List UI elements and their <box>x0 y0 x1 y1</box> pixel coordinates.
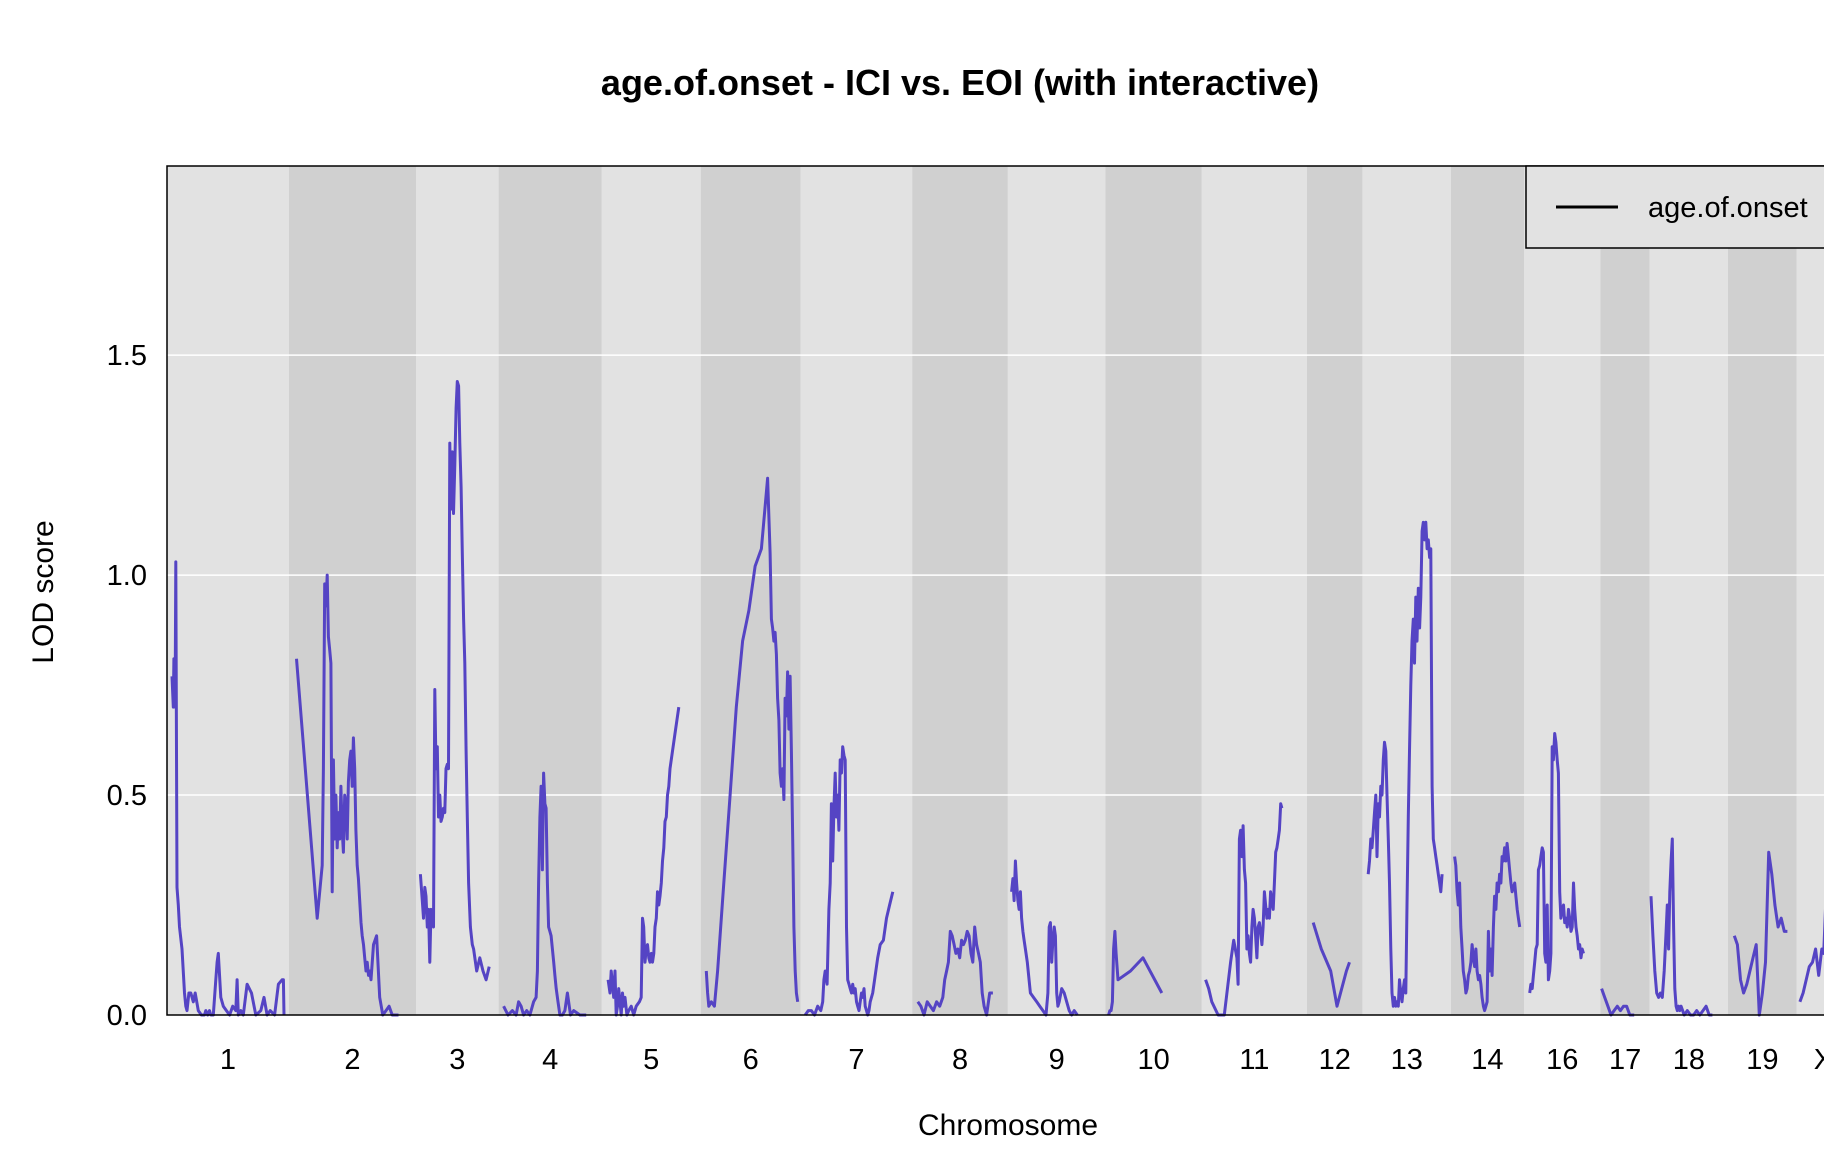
x-tick-label-7: 7 <box>848 1044 864 1076</box>
lod-curve-segment-6 <box>704 476 800 1008</box>
x-tick-label-12: 12 <box>1319 1044 1351 1076</box>
lod-curve-segment-X <box>1798 909 1824 1003</box>
x-tick-label-X: X <box>1814 1044 1824 1076</box>
x-tick-label-11: 11 <box>1239 1044 1269 1076</box>
x-tick-label-4: 4 <box>542 1044 558 1076</box>
x-tick-label-2: 2 <box>344 1044 360 1076</box>
legend-label: age.of.onset <box>1648 192 1808 224</box>
chromosome-band-7 <box>800 166 913 1015</box>
lod-curve-segment-13 <box>1366 520 1444 1008</box>
lod-curve-segment-2 <box>295 573 399 1017</box>
y-tick-label: 1.5 <box>107 340 147 372</box>
x-tick-label-5: 5 <box>643 1044 659 1076</box>
y-tick-label: 0.0 <box>107 1000 147 1032</box>
x-axis-ticks: 1 2 3 4 5 6 7 8 9 10 11 12 13 14 16 17 18 19 X <box>220 1044 1824 1076</box>
chromosome-band-9 <box>1007 166 1106 1015</box>
y-tick-label: 1.0 <box>107 560 147 592</box>
chromosome-band-14 <box>1450 166 1525 1015</box>
legend: age.of.onset <box>1525 165 1824 249</box>
x-tick-label-14: 14 <box>1471 1044 1503 1076</box>
lod-curve-segment-19 <box>1732 850 1788 1017</box>
y-axis-ticks: 0.0 0.5 1.0 1.5 <box>107 340 147 1032</box>
x-tick-label-17: 17 <box>1609 1044 1641 1076</box>
x-tick-label-8: 8 <box>952 1044 968 1076</box>
y-axis-label: LOD score <box>27 520 60 663</box>
chromosome-band-16 <box>1524 166 1601 1015</box>
lod-curve-segment-7 <box>803 745 895 1017</box>
lod-curve-segment-12 <box>1311 922 1351 1008</box>
lod-curve-segment-10 <box>1107 929 1164 1016</box>
chromosome-band-3 <box>416 166 499 1015</box>
chromosome-band-18 <box>1649 166 1728 1015</box>
x-tick-label-13: 13 <box>1391 1044 1423 1076</box>
y-tick-label: 0.5 <box>107 780 147 812</box>
x-tick-label-1: 1 <box>220 1044 236 1076</box>
lod-curve-segment-1 <box>170 560 286 1017</box>
x-axis-label: Chromosome <box>918 1109 1098 1142</box>
lod-curve-segment-17 <box>1600 988 1635 1017</box>
chromosome-band-8 <box>912 166 1008 1015</box>
chromosome-band-2 <box>289 166 417 1015</box>
chromosome-bands <box>167 166 1824 1015</box>
chromosome-band-5 <box>601 166 701 1015</box>
x-tick-label-10: 10 <box>1138 1044 1170 1076</box>
lod-curve-segment-5 <box>606 706 681 1017</box>
gridlines <box>167 354 1824 796</box>
x-tick-label-6: 6 <box>743 1044 759 1076</box>
lod-curve-segment-16 <box>1528 732 1585 994</box>
lod-series <box>170 380 1824 1017</box>
chart-title: age.of.onset - ICI vs. EOI (with interac… <box>601 62 1319 103</box>
x-tick-label-9: 9 <box>1049 1044 1065 1076</box>
lod-curve-segment-9 <box>1010 859 1079 1017</box>
lod-curve-segment-11 <box>1204 802 1284 1017</box>
plot-frame <box>166 165 1824 1016</box>
x-tick-label-3: 3 <box>449 1044 465 1076</box>
chromosome-band-17 <box>1600 166 1650 1015</box>
chromosome-band-X <box>1796 166 1824 1015</box>
lod-curve-segment-14 <box>1453 841 1522 1013</box>
x-tick-label-18: 18 <box>1673 1044 1705 1076</box>
lod-curve-segment-18 <box>1649 837 1713 1017</box>
x-tick-label-19: 19 <box>1746 1044 1778 1076</box>
chromosome-band-4 <box>498 166 602 1015</box>
chromosome-band-10 <box>1105 166 1202 1015</box>
x-tick-label-16: 16 <box>1546 1044 1578 1076</box>
lod-curve-segment-8 <box>916 925 993 1017</box>
chromosome-band-19 <box>1727 166 1797 1015</box>
lod-curve-segment-3 <box>418 380 491 982</box>
chromosome-band-12 <box>1306 166 1363 1015</box>
chromosome-band-11 <box>1201 166 1307 1015</box>
chromosome-band-1 <box>167 166 290 1015</box>
